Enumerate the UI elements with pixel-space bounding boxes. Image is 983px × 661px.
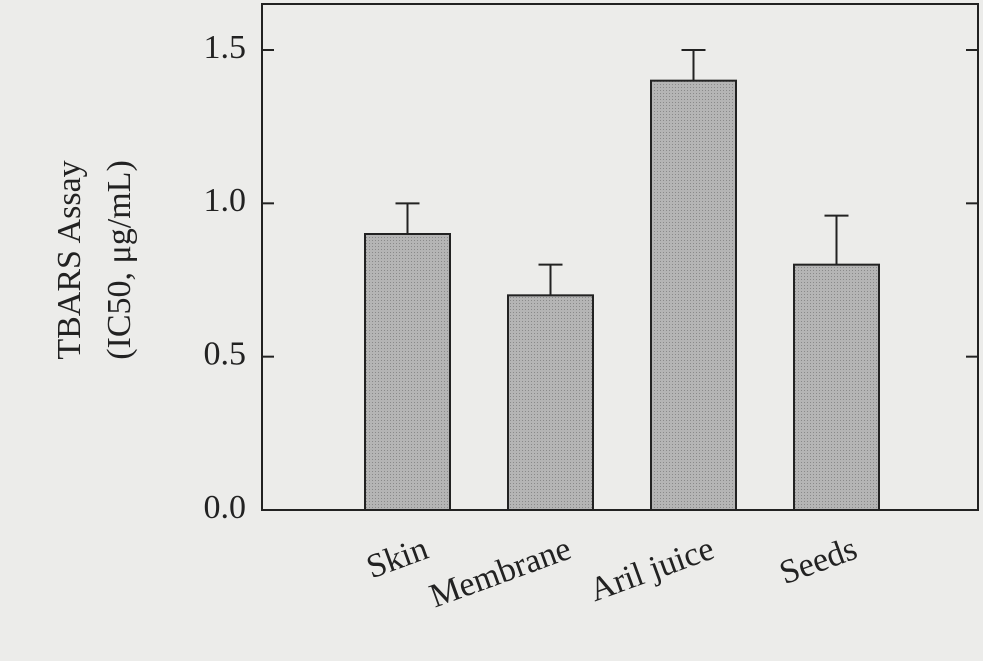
bar (364, 233, 451, 511)
y-axis-label: (IC50, μg/mL) (101, 160, 138, 360)
bar (650, 79, 737, 512)
plot-frame (261, 3, 979, 511)
y-tick-label: 0.0 (204, 489, 247, 526)
y-tick-label: 1.0 (204, 182, 247, 219)
y-tick-label: 1.5 (204, 29, 247, 66)
y-axis-label: TBARS Assay (51, 160, 88, 359)
bar (507, 294, 594, 512)
bar (793, 263, 880, 511)
y-tick-label: 0.5 (204, 335, 247, 372)
